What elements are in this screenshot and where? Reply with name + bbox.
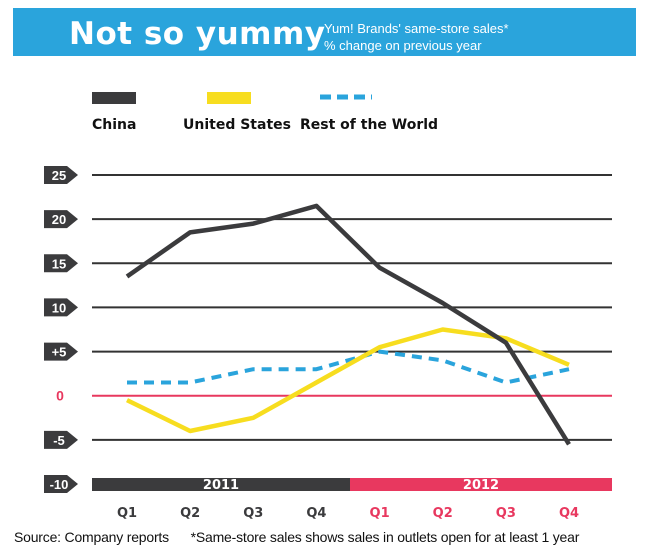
year-bar [350, 478, 612, 491]
y-tick-badge [44, 210, 78, 229]
year-bar [92, 478, 350, 491]
series-line-china [125, 203, 571, 446]
x-tick-label: Q3 [243, 506, 263, 521]
chart-subtitle: Yum! Brands' same-store sales* % change … [324, 20, 509, 54]
y-tick-label: 25 [52, 168, 66, 183]
x-tick-label: Q4 [306, 506, 326, 521]
subtitle-line-2: % change on previous year [324, 38, 482, 53]
x-tick-label: Q2 [433, 506, 453, 521]
footer: Source: Company reports *Same-store sale… [14, 529, 579, 545]
footnote: *Same-store sales shows sales in outlets… [190, 529, 580, 545]
y-tick-badge [44, 342, 78, 361]
legend-label-china: China [92, 117, 137, 133]
y-tick-label: 15 [52, 256, 66, 271]
x-tick-label: Q2 [180, 506, 200, 521]
year-label: 2012 [463, 478, 499, 493]
y-tick-badge [44, 298, 78, 317]
y-tick-badge [44, 254, 78, 273]
y-tick-badge [44, 475, 78, 493]
y-tick-label: 10 [52, 300, 66, 315]
legend-swatch-china [92, 92, 136, 104]
source-note: Source: Company reports [14, 529, 169, 545]
y-tick-label: 0 [56, 388, 64, 404]
y-tick-label: -10 [50, 477, 69, 492]
legend-swatch-united-states [207, 92, 251, 104]
series-line-rest-of-the-world [127, 349, 570, 385]
year-label: 2011 [203, 478, 239, 493]
y-tick-label: -5 [53, 433, 65, 448]
y-tick-label: 20 [52, 212, 66, 227]
legend-label-rest-of-world: Rest of the World [300, 117, 439, 133]
chart-title: Not so yummy [69, 16, 326, 52]
legend-swatch-rest-of-world [320, 94, 372, 100]
legend-label-united-states: United States [183, 117, 291, 133]
subtitle-line-1: Yum! Brands' same-store sales* [324, 21, 509, 36]
x-tick-label: Q1 [370, 506, 390, 521]
x-tick-label: Q1 [117, 506, 137, 521]
y-tick-label: +5 [52, 345, 67, 360]
y-tick-badge [44, 430, 78, 449]
x-tick-label: Q4 [559, 506, 579, 521]
y-tick-badge [44, 166, 78, 184]
x-tick-label: Q3 [496, 506, 516, 521]
title-banner: Not so yummy Yum! Brands' same-store sal… [13, 8, 636, 56]
